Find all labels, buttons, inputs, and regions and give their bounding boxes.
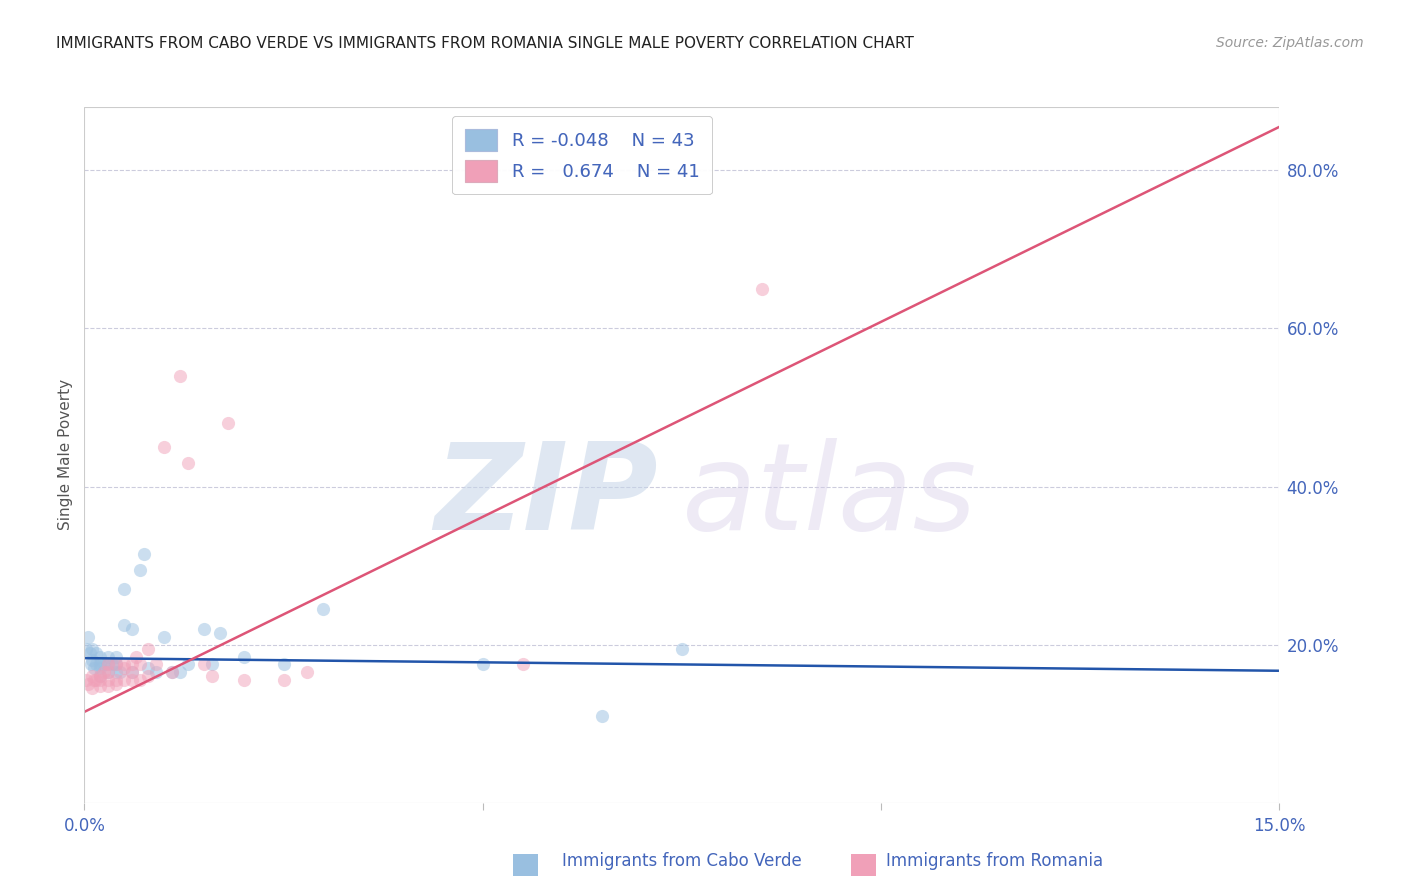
Point — [125, 649, 148, 664]
Point — [121, 665, 143, 680]
Point — [105, 657, 128, 672]
Point — [89, 669, 111, 683]
Y-axis label: Single Male Poverty: Single Male Poverty — [58, 379, 73, 531]
Point — [105, 649, 128, 664]
Point — [105, 673, 128, 688]
Point — [153, 440, 176, 454]
Point — [89, 649, 111, 664]
Point — [97, 679, 120, 693]
Point — [208, 625, 231, 640]
Point — [83, 661, 105, 675]
Point — [83, 673, 105, 688]
Point — [77, 677, 100, 691]
Point — [101, 657, 124, 672]
Point — [82, 669, 104, 683]
Point — [112, 618, 135, 632]
Point — [136, 641, 159, 656]
Point — [97, 657, 120, 672]
Point — [75, 673, 97, 688]
Point — [136, 661, 159, 675]
Text: IMMIGRANTS FROM CABO VERDE VS IMMIGRANTS FROM ROMANIA SINGLE MALE POVERTY CORREL: IMMIGRANTS FROM CABO VERDE VS IMMIGRANTS… — [56, 36, 914, 51]
Point — [160, 665, 183, 680]
Point — [97, 649, 120, 664]
Point — [145, 665, 167, 680]
Point — [201, 669, 224, 683]
Point — [97, 665, 120, 680]
Point — [132, 547, 156, 561]
Point — [169, 368, 191, 383]
Point — [93, 657, 115, 672]
Point — [121, 673, 143, 688]
Point — [112, 657, 135, 672]
Point — [129, 673, 152, 688]
Legend: R = -0.048    N = 43, R =   0.674    N = 41: R = -0.048 N = 43, R = 0.674 N = 41 — [451, 116, 711, 194]
Point — [201, 657, 224, 672]
Point — [121, 665, 143, 680]
Point — [232, 673, 254, 688]
Point — [121, 657, 143, 672]
Point — [89, 679, 111, 693]
Point — [471, 657, 494, 672]
Point — [82, 681, 104, 695]
Point — [89, 669, 111, 683]
Point — [77, 630, 100, 644]
Point — [89, 657, 111, 672]
Point — [136, 669, 159, 683]
Point — [80, 657, 103, 672]
Point — [82, 653, 104, 667]
Point — [129, 657, 152, 672]
Point — [273, 673, 295, 688]
Point — [273, 657, 295, 672]
Point — [105, 677, 128, 691]
Point — [145, 657, 167, 672]
Point — [193, 622, 215, 636]
Point — [160, 665, 183, 680]
Point — [79, 646, 101, 660]
Point — [121, 622, 143, 636]
Point — [86, 673, 108, 688]
Point — [112, 673, 135, 688]
Point — [591, 708, 613, 723]
Point — [177, 657, 200, 672]
Text: Immigrants from Cabo Verde: Immigrants from Cabo Verde — [562, 852, 803, 870]
Point — [177, 456, 200, 470]
Point — [169, 665, 191, 680]
Text: Immigrants from Romania: Immigrants from Romania — [886, 852, 1102, 870]
Text: ZIP: ZIP — [434, 438, 658, 555]
Point — [75, 641, 97, 656]
Point — [153, 630, 176, 644]
Point — [97, 673, 120, 688]
Point — [97, 657, 120, 672]
Point — [312, 602, 335, 616]
Point — [93, 665, 115, 680]
Point — [232, 649, 254, 664]
Point — [110, 665, 132, 680]
Point — [112, 582, 135, 597]
Text: Source: ZipAtlas.com: Source: ZipAtlas.com — [1216, 36, 1364, 50]
Point — [86, 646, 108, 660]
Point — [751, 282, 773, 296]
Point — [97, 665, 120, 680]
Point — [193, 657, 215, 672]
Point — [89, 673, 111, 688]
Point — [105, 665, 128, 680]
Point — [129, 563, 152, 577]
Point — [105, 657, 128, 672]
Point — [671, 641, 693, 656]
Text: atlas: atlas — [682, 438, 977, 555]
Point — [112, 661, 135, 675]
Point — [217, 417, 239, 431]
Point — [89, 661, 111, 675]
Point — [512, 657, 534, 672]
Point — [86, 657, 108, 672]
Point — [82, 641, 104, 656]
Point — [297, 665, 319, 680]
